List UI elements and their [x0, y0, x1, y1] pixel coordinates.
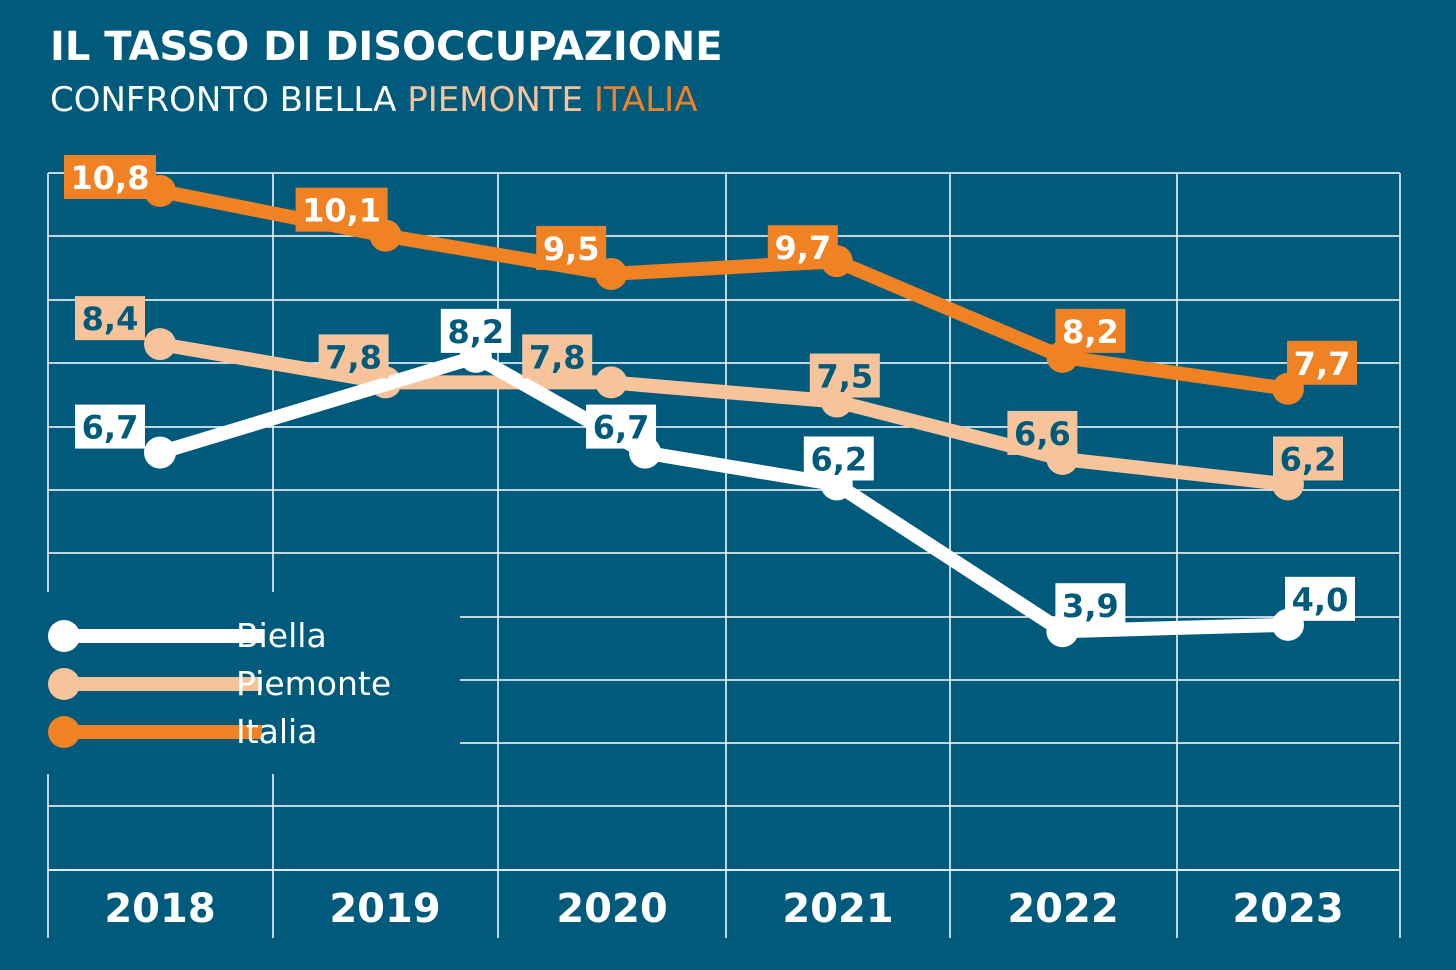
data-label-biella: 6,2 — [810, 440, 867, 478]
legend-label-biella: Biella — [236, 616, 327, 655]
data-label-bg-biella — [1285, 576, 1355, 621]
x-tick-label: 2020 — [556, 886, 667, 932]
data-label-italia: 10,8 — [71, 159, 150, 197]
legend-line-biella — [64, 629, 262, 643]
legend-dot-italia — [48, 716, 80, 748]
data-label-bg-italia — [1287, 340, 1357, 385]
data-point-biella — [144, 436, 176, 469]
data-label-italia: 9,5 — [543, 230, 600, 268]
legend-line-italia — [64, 725, 262, 739]
data-label-biella: 6,7 — [593, 409, 650, 447]
legend-item-piemonte: Piemonte — [46, 660, 466, 708]
data-label-bg-piemonte — [522, 334, 593, 379]
data-label-piemonte: 7,8 — [529, 338, 586, 376]
data-label-bg-piemonte — [75, 296, 145, 341]
x-axis-ticks: 2018 2019 2020 2021 2022 2023 — [104, 886, 1343, 932]
data-label-bg-piemonte — [1007, 410, 1078, 455]
data-labels-biella: 6,7 8,2 6,7 6,2 3,9 4,0 — [75, 308, 1355, 628]
data-labels-piemonte: 8,4 7,8 7,8 7,5 6,6 6,2 — [75, 296, 1343, 481]
data-label-italia: 8,2 — [1062, 313, 1119, 351]
legend-dot-biella — [48, 620, 80, 652]
subtitle-biella: CONFRONTO BIELLA — [50, 80, 408, 120]
chart-subtitle: CONFRONTO BIELLA PIEMONTE ITALIA — [50, 80, 697, 120]
grid — [40, 172, 1401, 938]
x-tick-label: 2018 — [104, 886, 215, 932]
series-piemonte — [144, 328, 1304, 501]
data-label-biella: 8,2 — [447, 313, 504, 351]
data-label-piemonte: 8,4 — [82, 300, 139, 338]
legend-label-italia: Italia — [236, 712, 318, 751]
x-tick-label: 2022 — [1007, 886, 1118, 932]
data-point-piemonte — [595, 366, 628, 399]
legend-item-italia: Italia — [46, 708, 466, 756]
data-label-bg-piemonte — [809, 353, 880, 398]
data-label-piemonte: 6,2 — [1280, 440, 1337, 478]
x-tick-label: 2023 — [1232, 886, 1343, 932]
chart-title: IL TASSO DI DISOCCUPAZIONE — [50, 24, 723, 70]
series-line-biella — [153, 349, 1295, 639]
data-label-bg-italia — [1055, 308, 1126, 353]
data-label-bg-italia — [536, 225, 607, 270]
subtitle-italia: ITALIA — [583, 80, 698, 120]
data-label-biella: 4,0 — [1292, 581, 1349, 619]
data-label-bg-biella — [75, 404, 145, 449]
data-label-bg-piemonte — [318, 334, 389, 379]
data-label-biella: 6,7 — [82, 409, 139, 447]
data-label-piemonte: 6,6 — [1014, 415, 1071, 453]
data-label-bg-biella — [803, 436, 874, 481]
x-tick-label: 2019 — [329, 886, 440, 932]
x-tick-label: 2021 — [782, 886, 893, 932]
data-label-italia: 10,1 — [302, 192, 381, 230]
legend-label-piemonte: Piemonte — [236, 664, 392, 703]
data-label-bg-italia — [767, 225, 838, 270]
data-label-bg-biella — [440, 308, 511, 353]
data-label-bg-italia — [64, 155, 156, 199]
data-label-biella: 3,9 — [1062, 587, 1119, 625]
data-labels-italia: 10,8 10,1 9,5 9,7 8,2 7,7 — [64, 155, 1357, 385]
data-label-bg-piemonte — [1273, 436, 1343, 481]
legend-line-piemonte — [64, 677, 262, 691]
data-label-piemonte: 7,5 — [816, 358, 873, 396]
data-label-piemonte: 7,8 — [325, 338, 382, 376]
legend-dot-piemonte — [48, 668, 80, 700]
data-label-italia: 9,7 — [774, 229, 831, 267]
legend-item-biella: Biella — [46, 612, 466, 660]
data-label-bg-italia — [295, 187, 388, 232]
data-label-bg-biella — [1055, 583, 1126, 628]
data-label-bg-biella — [586, 404, 657, 449]
data-point-piemonte — [144, 328, 176, 361]
legend: Biella Piemonte Italia — [46, 612, 466, 756]
data-label-italia: 7,7 — [1294, 345, 1351, 383]
subtitle-piemonte: PIEMONTE — [407, 80, 584, 120]
